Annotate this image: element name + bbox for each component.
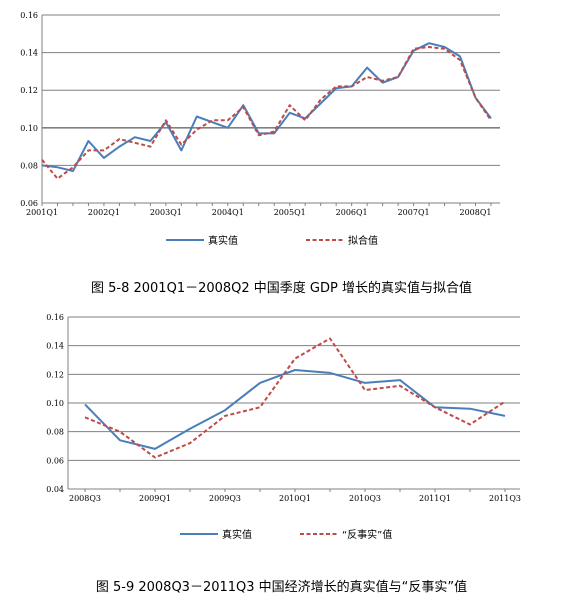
x-tick-label: 2004Q1 [212,208,244,217]
x-tick-label: 2008Q1 [460,208,492,217]
y-tick-label: 0.16 [20,11,38,20]
legend-label: 真实值 [208,234,238,247]
y-tick-label: 0.06 [20,199,38,208]
x-tick-label: 2005Q1 [274,208,306,217]
y-tick-label: 0.12 [20,86,38,95]
y-tick-label: 0.14 [20,49,38,58]
x-tick-label: 2009Q3 [209,494,241,503]
series-real-line [84,369,506,450]
counterfactual-chart: 0.04 0.06 0.08 0.10 0.12 0.14 0.16 2008Q3 2009Q1… [46,313,521,541]
y-tick-label: 0.10 [20,124,38,133]
gdp-fit-chart: 0.06 0.08 0.10 0.12 0.14 0.16 2001Q1 2002Q1 2003… [20,11,500,247]
x-tick-label: 2006Q1 [336,208,368,217]
x-tick-label: 2008Q3 [69,494,101,503]
y-tick-label: 0.16 [46,313,64,322]
series-fitted-line [84,337,506,459]
y-tick-label: 0.06 [46,456,64,465]
x-tick-label: 2007Q1 [398,208,430,217]
y-tick-label: 0.12 [46,370,64,379]
x-tick-label: 2010Q3 [349,494,381,503]
y-tick-label: 0.14 [46,342,64,351]
chart-2-caption: 图 5-9 2008Q3－2011Q3 中国经济增长的真实值与“反事实”值 [95,580,468,595]
y-tick-label: 0.10 [46,399,64,408]
y-tick-label: 0.08 [46,428,64,437]
series-fitted-line [41,46,492,180]
chart-1-caption: 图 5-8 2001Q1－2008Q2 中国季度 GDP 增长的真实值与拟合值 [91,281,472,296]
series-real-line [41,42,492,172]
x-tick-label: 2011Q3 [489,494,521,503]
x-tick-label: 2003Q1 [150,208,182,217]
y-tick-label: 0.04 [46,485,64,494]
legend-label: 拟合值 [348,234,378,247]
x-tick-label: 2010Q1 [279,494,311,503]
legend-label: 真实值 [222,528,252,541]
x-tick-label: 2002Q1 [88,208,120,217]
legend-label: “反事实”值 [342,528,392,541]
x-tick-label: 2011Q1 [419,494,451,503]
y-tick-label: 0.08 [20,161,38,170]
x-tick-label: 2001Q1 [26,208,58,217]
x-tick-label: 2009Q1 [139,494,171,503]
